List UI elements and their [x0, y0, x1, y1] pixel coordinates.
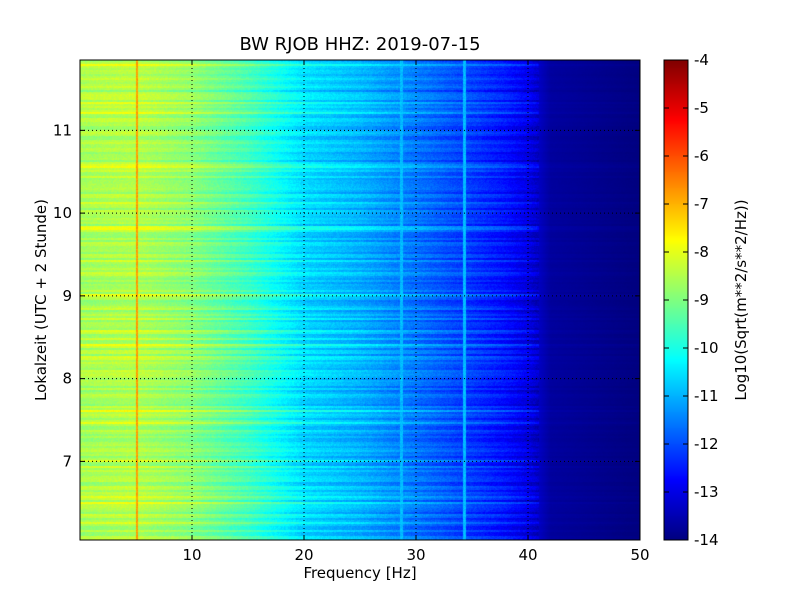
- y-axis-label: Lokalzeit (UTC + 2 Stunde): [32, 199, 50, 401]
- colorbar-tick-label: -5: [694, 99, 709, 117]
- colorbar-tick-label: -9: [694, 291, 709, 309]
- x-tick-label: 50: [630, 546, 649, 564]
- colorbar-label: Log10(Sqrt(m**2/s**2/Hz)): [732, 199, 750, 400]
- y-axis-ticks: 7 8 9 10 11: [53, 121, 640, 470]
- plot-frame: [79, 59, 641, 541]
- colorbar-tick-label: -13: [694, 483, 719, 501]
- grid-lines: [80, 60, 640, 540]
- x-tick-label: 40: [518, 546, 537, 564]
- colorbar-tick-label: -7: [694, 195, 709, 213]
- x-tick-label: 10: [182, 546, 201, 564]
- colorbar-tick-label: -11: [694, 387, 719, 405]
- chart-title: BW RJOB HHZ: 2019-07-15: [239, 34, 480, 55]
- x-tick-label: 20: [294, 546, 313, 564]
- y-tick-label: 10: [53, 204, 72, 222]
- heatmap-image: [80, 60, 640, 540]
- x-axis-label: Frequency [Hz]: [303, 564, 416, 582]
- y-tick-label: 8: [62, 370, 72, 388]
- y-tick-label: 9: [62, 287, 72, 305]
- y-tick-label: 11: [53, 121, 72, 139]
- colorbar-tick-label: -12: [694, 435, 719, 453]
- y-tick-label: 7: [62, 452, 72, 470]
- colorbar-tick-label: -10: [694, 339, 719, 357]
- colorbar-tick-label: -8: [694, 243, 709, 261]
- colorbar: -4 -5 -6 -7 -8 -9 -10 -11 -12 -13 -14: [663, 51, 719, 549]
- colorbar-tick-label: -6: [694, 147, 709, 165]
- colorbar-tick-label: -14: [694, 531, 719, 549]
- colorbar-ticks: -4 -5 -6 -7 -8 -9 -10 -11 -12 -13 -14: [664, 51, 719, 549]
- x-axis-ticks: 10 20 30 40 50: [182, 60, 650, 564]
- plot-area: 10 20 30 40 50 7 8 9 10 11: [53, 59, 650, 564]
- x-tick-label: 30: [406, 546, 425, 564]
- colorbar-tick-label: -4: [694, 51, 709, 69]
